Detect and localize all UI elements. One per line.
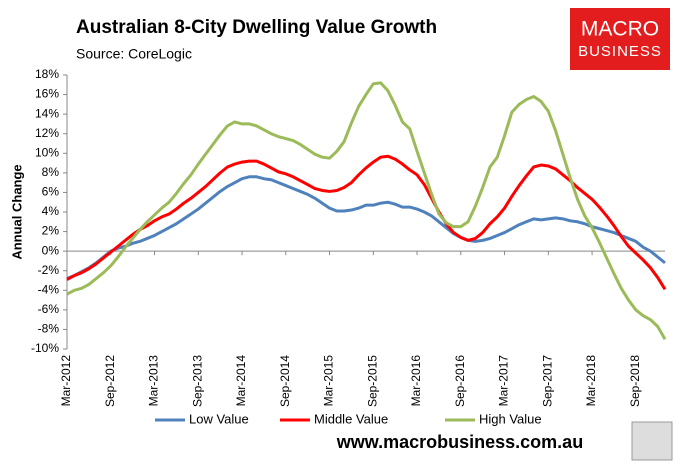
y-tick-label: 14% xyxy=(35,106,59,120)
y-tick-label: -8% xyxy=(38,322,60,336)
y-tick-label: -10% xyxy=(31,341,59,355)
x-tick-label: Sep-2017 xyxy=(540,355,554,407)
x-tick-label: Sep-2014 xyxy=(278,355,292,407)
x-tick-label: Mar-2016 xyxy=(409,355,423,407)
y-tick-label: 10% xyxy=(35,145,59,159)
logo-icon xyxy=(631,421,673,461)
x-tick-label: Sep-2016 xyxy=(453,355,467,407)
x-tick-label: Sep-2018 xyxy=(628,355,642,407)
y-tick-label: 8% xyxy=(42,165,60,179)
logo-box xyxy=(570,8,670,70)
x-tick-label: Sep-2013 xyxy=(190,355,204,407)
footer: www.macrobusiness.com.au xyxy=(336,432,583,452)
y-tick-label: 6% xyxy=(42,185,60,199)
logo-text: MACRO xyxy=(581,18,659,41)
line xyxy=(66,175,666,280)
x-tick-label: Mar-2013 xyxy=(147,355,161,407)
y-tick-label: 2% xyxy=(42,224,60,238)
x-tick-label: Mar-2014 xyxy=(234,355,248,407)
legend-label: Low Value xyxy=(189,411,249,426)
logo-text: BUSINESS xyxy=(578,43,662,60)
y-tick-label: 12% xyxy=(35,126,59,140)
x-tick-label: Mar-2012 xyxy=(59,355,73,407)
y-tick-label: -6% xyxy=(38,302,60,316)
y-tick-label: 18% xyxy=(35,67,59,81)
y-axis-label: Annual Change xyxy=(9,164,24,259)
y-tick-label: 4% xyxy=(42,204,60,218)
legend-label: High Value xyxy=(479,411,542,426)
line xyxy=(66,154,667,291)
y-tick-label: -2% xyxy=(38,263,60,277)
legend-label: Middle Value xyxy=(314,411,388,426)
y-tick-label: 16% xyxy=(35,87,59,101)
x-tick-label: Mar-2018 xyxy=(584,355,598,407)
x-tick-label: Mar-2015 xyxy=(322,355,336,407)
y-tick-label: 0% xyxy=(42,243,60,257)
x-tick-label: Mar-2017 xyxy=(497,355,511,407)
line xyxy=(66,81,667,340)
x-tick-label: Sep-2015 xyxy=(365,355,379,407)
chart-title: Australian 8-City Dwelling Value Growth xyxy=(76,17,437,38)
x-tick-label: Sep-2012 xyxy=(103,355,117,407)
y-tick-label: -4% xyxy=(38,282,60,296)
chart-subtitle: Source: CoreLogic xyxy=(76,46,192,62)
